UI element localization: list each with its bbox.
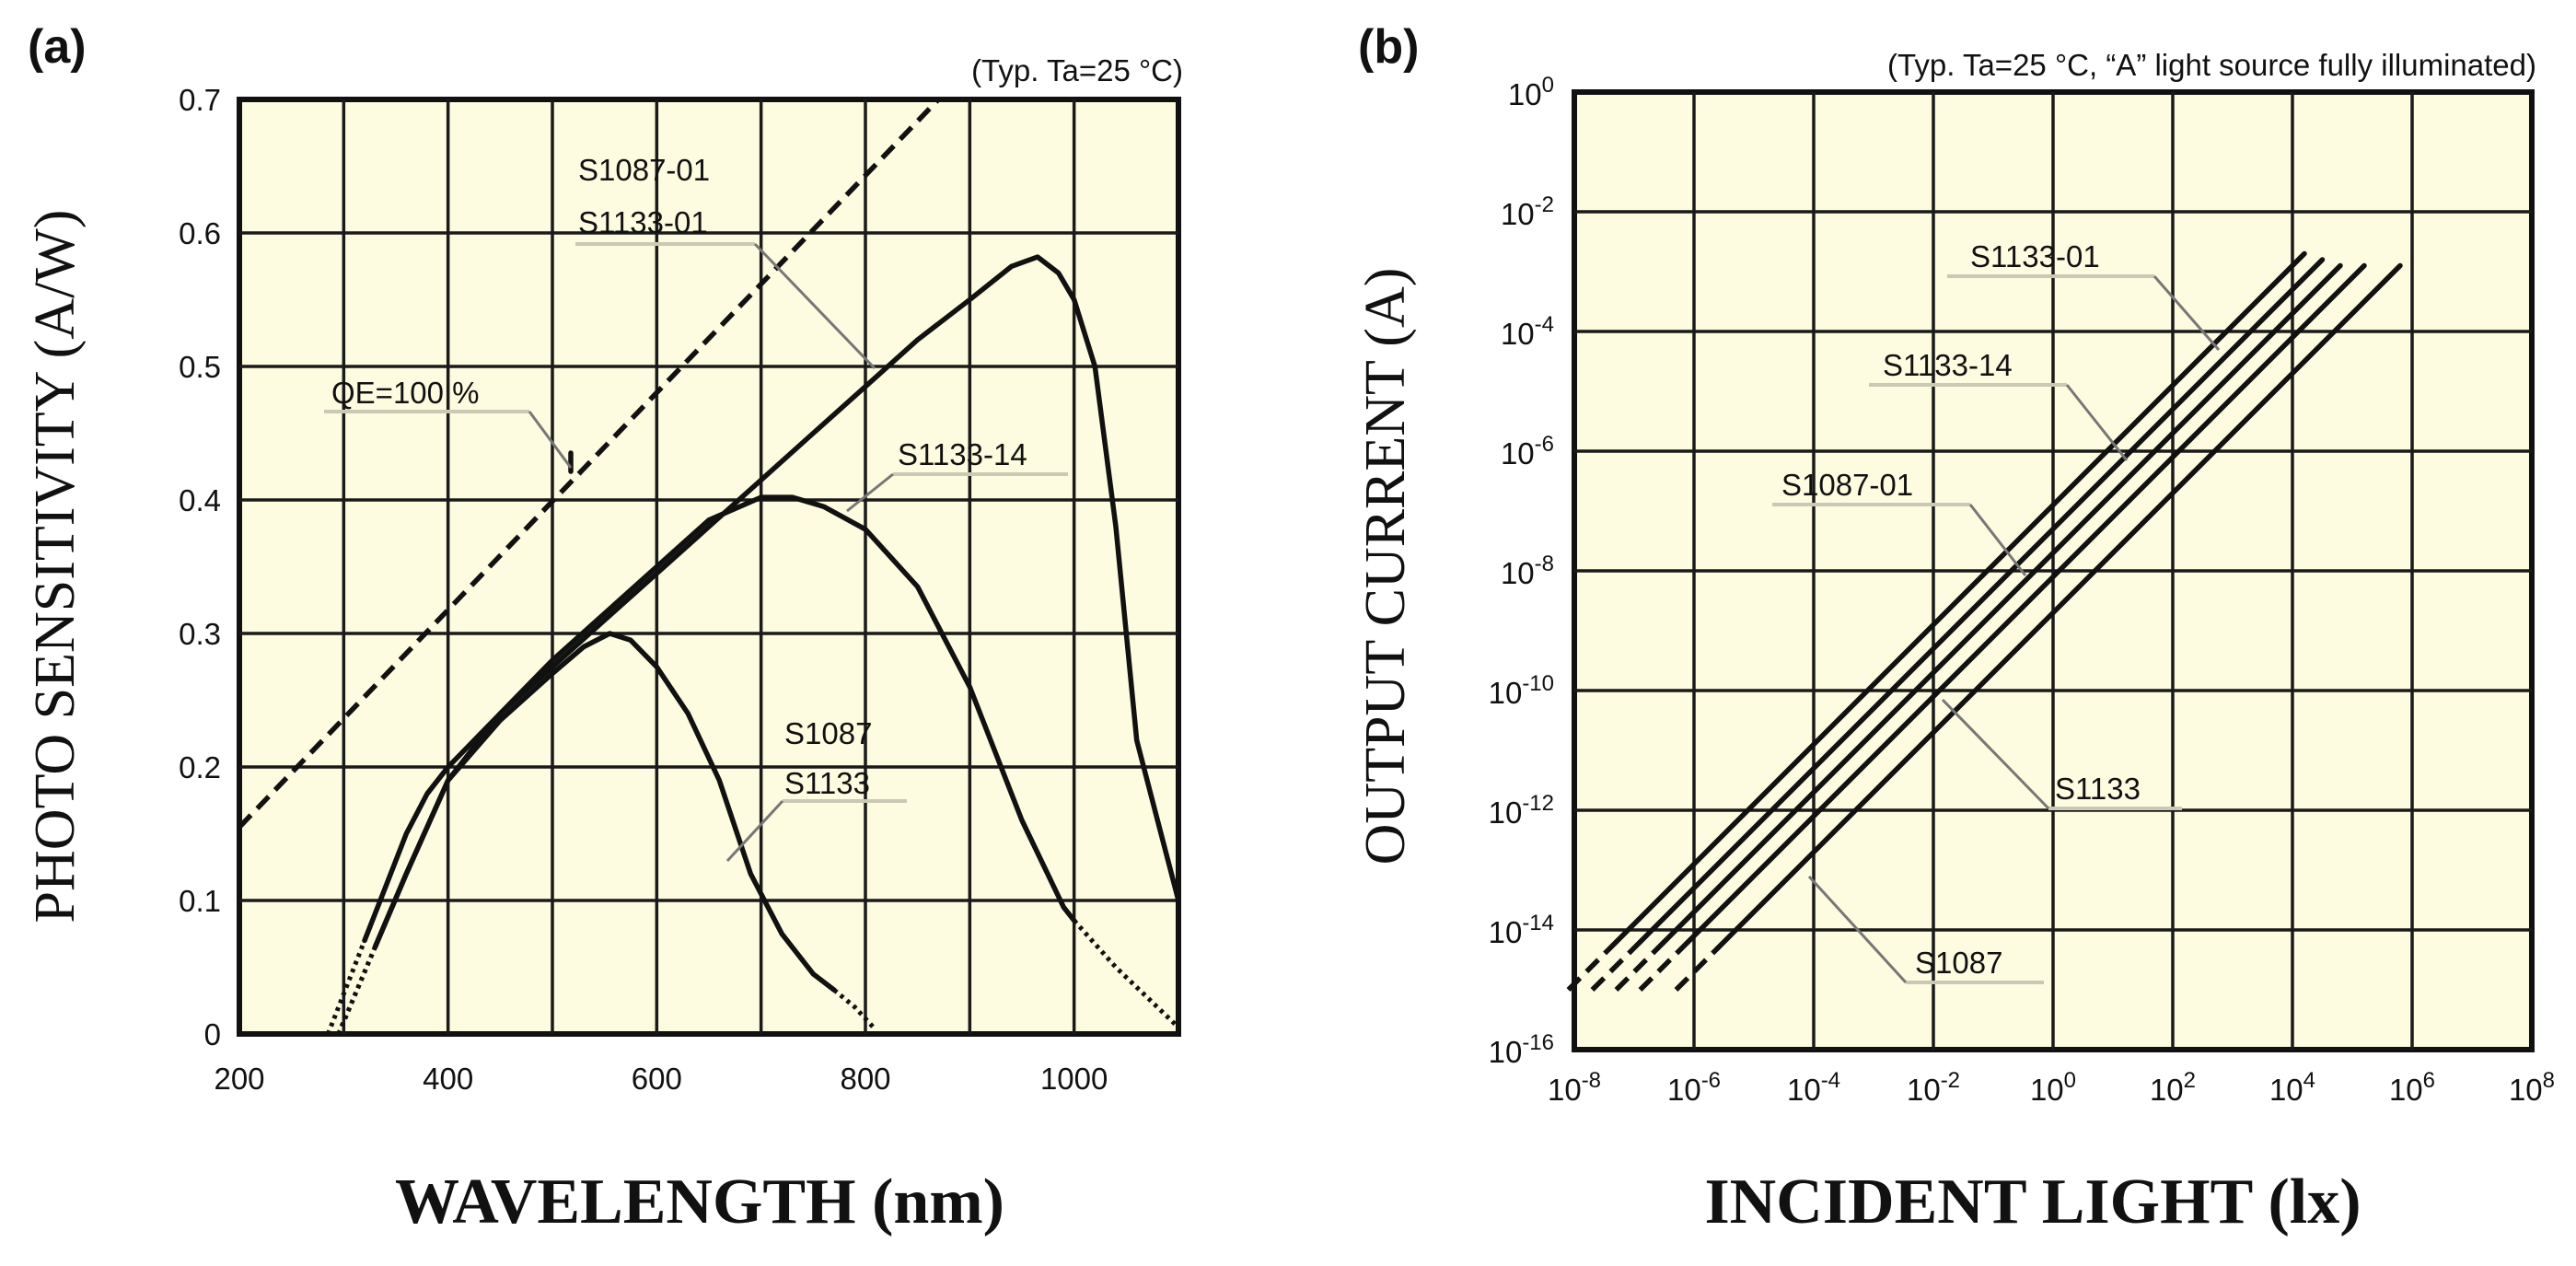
series-line-s1087 xyxy=(1715,262,2403,951)
annotation-s1133: S1133 xyxy=(784,766,870,800)
annotation-leader xyxy=(846,472,894,513)
series-extension-s1133 xyxy=(1638,940,1690,992)
series-extension-s1087-01-s1133-01 xyxy=(325,939,367,1035)
x-tick-label: 104 xyxy=(2269,1068,2315,1107)
x-tick-label: 600 xyxy=(632,1062,682,1096)
panel-b-y-axis-title: OUTPUT CURRENT (A) xyxy=(1354,268,1417,865)
x-tick-label: 10-2 xyxy=(1907,1068,1960,1107)
series-line-s1087-01-s1133-01 xyxy=(362,254,1181,944)
series-line-qe-100 xyxy=(238,98,941,830)
panel-a-curves xyxy=(238,98,1181,1035)
panel-b: (b) (Typ. Ta=25 °C, “A” light source ful… xyxy=(1354,20,2555,1237)
panel-b-annotations: S1133-01 S1133-14 S1087-01 S1133 S1087 xyxy=(1772,239,2221,984)
series-extension-s1087-s1133 xyxy=(832,988,878,1032)
y-tick-label: 0.7 xyxy=(179,83,221,117)
y-tick-label: 10-8 xyxy=(1501,552,1554,590)
panel-a-y-axis-title: PHOTO SENSITIVITY (A/W) xyxy=(24,210,87,923)
y-tick-label: 0.1 xyxy=(179,884,221,918)
annotation-leader xyxy=(1941,698,2050,810)
x-tick-label: 10-4 xyxy=(1787,1068,1840,1107)
series-extension-s1133-14 xyxy=(1072,919,1180,1029)
x-tick-label: 1000 xyxy=(1040,1062,1108,1096)
panel-b-y-ticks: 10-16 10-14 10-12 10-10 10-8 10-6 10-4 10-2 100 xyxy=(1489,73,1554,1069)
series-line-s1133-01 xyxy=(1613,250,2307,945)
panel-b-x-ticks: 10-8 10-6 10-4 10-2 100 102 104 106 108 xyxy=(1548,1068,2555,1107)
x-tick-label: 10-6 xyxy=(1667,1068,1721,1107)
panel-b-label: (b) xyxy=(1358,20,1419,74)
annotation-leader xyxy=(528,411,573,469)
annotation-b-s1133-14: S1133-14 xyxy=(1883,348,2013,382)
series-extension-s1087 xyxy=(1674,946,1720,992)
panel-a-plot-area xyxy=(237,97,1181,1037)
annotation-s1133-01: S1133-01 xyxy=(578,205,708,239)
series-extension-s1133-01 xyxy=(1566,940,1619,992)
y-tick-label: 10-2 xyxy=(1501,192,1554,231)
x-tick-label: 106 xyxy=(2389,1068,2435,1107)
y-tick-label: 0 xyxy=(204,1017,221,1051)
annotation-s1087-01: S1087-01 xyxy=(578,153,710,187)
annotation-b-s1087-01: S1087-01 xyxy=(1781,468,1913,502)
annotation-leader xyxy=(1968,504,2027,576)
x-tick-label: 100 xyxy=(2030,1068,2076,1107)
panel-a-x-ticks: 200 400 600 800 1000 xyxy=(214,1062,1108,1096)
annotation-leader xyxy=(2152,275,2221,351)
annotation-leader xyxy=(753,242,876,370)
x-tick-label: 400 xyxy=(423,1062,473,1096)
y-tick-label: 10-12 xyxy=(1489,791,1554,830)
y-tick-label: 10-6 xyxy=(1501,432,1554,470)
panel-a: (a) (Typ. Ta=25 °C) 200 400 600 800 1000 0 0.… xyxy=(24,20,1183,1237)
panel-a-annotations: S1087-01 S1133-01 QE=100 % S1133-14 S108… xyxy=(324,153,1068,863)
y-tick-label: 0.3 xyxy=(179,617,221,651)
series-extension-s1133-14 xyxy=(1590,940,1642,992)
annotation-s1087: S1087 xyxy=(784,716,872,750)
y-tick-label: 0.6 xyxy=(179,216,221,250)
y-tick-label: 0.2 xyxy=(179,750,221,784)
annotation-b-s1133: S1133 xyxy=(2055,772,2141,806)
x-tick-label: 102 xyxy=(2150,1068,2196,1107)
x-tick-label: 108 xyxy=(2509,1068,2555,1107)
panel-b-x-axis-title: INCIDENT LIGHT (lx) xyxy=(1704,1167,2361,1237)
series-line-s1133-14 xyxy=(372,494,1077,950)
y-tick-label: 10-10 xyxy=(1489,671,1554,710)
series-line-s1133-14 xyxy=(1637,257,2326,945)
panel-a-x-axis-title: WAVELENGTH (nm) xyxy=(395,1167,1004,1237)
series-line-s1087-01 xyxy=(1661,262,2343,945)
x-tick-label: 10-8 xyxy=(1548,1068,1601,1107)
annotation-b-s1133-01: S1133-01 xyxy=(1970,239,2100,273)
y-tick-label: 10-14 xyxy=(1489,911,1554,949)
annotation-s1133-14: S1133-14 xyxy=(898,437,1027,471)
series-line-s1133 xyxy=(1685,262,2367,945)
annotation-b-s1087: S1087 xyxy=(1915,946,2002,980)
panel-b-curves xyxy=(1566,250,2403,992)
panel-a-condition: (Typ. Ta=25 °C) xyxy=(971,53,1183,87)
y-tick-label: 0.4 xyxy=(179,483,221,517)
y-tick-label: 100 xyxy=(1508,73,1554,111)
y-tick-label: 0.5 xyxy=(179,350,221,384)
panel-a-label: (a) xyxy=(28,20,87,74)
annotation-leader xyxy=(1807,875,1908,984)
series-line-s1087-s1133 xyxy=(372,631,837,993)
annotation-leader xyxy=(725,799,784,863)
x-tick-label: 200 xyxy=(214,1062,264,1096)
series-extension-s1087-01 xyxy=(1614,940,1666,992)
panel-b-grid xyxy=(1574,92,2532,1050)
panel-a-y-ticks: 0 0.1 0.2 0.3 0.4 0.5 0.6 0.7 xyxy=(179,83,221,1051)
annotation-qe-100: QE=100 % xyxy=(331,376,480,410)
x-tick-label: 800 xyxy=(840,1062,890,1096)
panel-b-condition: (Typ. Ta=25 °C, “A” light source fully i… xyxy=(1887,48,2536,82)
y-tick-label: 10-4 xyxy=(1501,312,1554,351)
annotation-leader xyxy=(2065,384,2129,461)
y-tick-label: 10-16 xyxy=(1489,1030,1554,1069)
